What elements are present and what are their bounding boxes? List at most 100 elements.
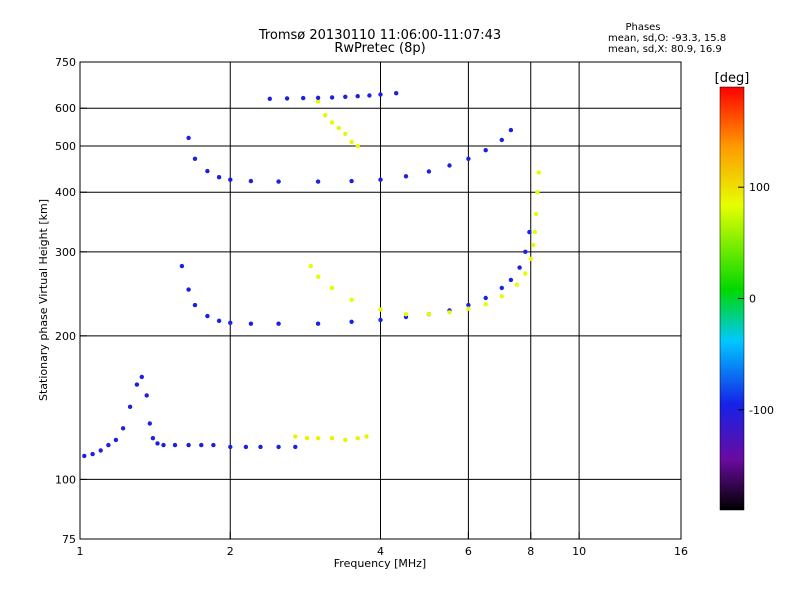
colorbar-tick-label: 100 <box>749 181 770 194</box>
data-point <box>349 178 354 184</box>
x-tick-label: 1 <box>77 545 84 558</box>
chart-title: Tromsø 20130110 11:06:00-11:07:43 <box>258 28 501 43</box>
data-point <box>228 177 233 182</box>
series-points <box>308 170 541 317</box>
data-point <box>329 285 335 291</box>
stats-line-o: mean, sd,O: -93.3, 15.8 <box>608 33 726 44</box>
x-tick-label: 16 <box>674 545 688 558</box>
data-point <box>403 174 409 179</box>
data-point <box>426 169 432 174</box>
data-point <box>139 374 144 380</box>
x-tick-label: 10 <box>572 545 586 558</box>
series-points <box>82 374 298 459</box>
data-point <box>499 285 504 291</box>
data-point <box>205 168 210 174</box>
data-point <box>144 393 149 398</box>
data-point <box>508 277 514 283</box>
data-point <box>127 404 133 409</box>
data-point <box>248 321 254 326</box>
data-point <box>315 436 321 441</box>
chart-subtitle: RwPretec (8p) <box>334 41 425 56</box>
data-point <box>106 442 111 448</box>
data-point <box>90 451 95 457</box>
data-point <box>378 177 383 182</box>
y-tick-label: 100 <box>55 473 76 486</box>
x-tick-label: 8 <box>527 545 534 558</box>
data-point <box>483 295 488 301</box>
data-point <box>267 96 272 102</box>
data-point <box>523 271 528 276</box>
data-point <box>403 312 409 317</box>
data-point <box>536 170 541 175</box>
data-point <box>517 265 522 270</box>
data-point <box>466 302 471 308</box>
colorbar-tick-label: 0 <box>749 293 756 306</box>
data-point <box>186 442 191 448</box>
data-point <box>304 436 310 441</box>
grid-lines <box>80 62 681 539</box>
y-tick-label: 75 <box>62 533 76 546</box>
data-point <box>228 320 233 325</box>
data-point <box>343 131 348 137</box>
data-point <box>308 263 313 269</box>
data-point <box>483 302 488 307</box>
data-point <box>447 163 452 168</box>
data-point <box>315 99 321 104</box>
data-point <box>394 91 399 96</box>
data-point <box>155 441 160 446</box>
data-point <box>527 229 532 235</box>
data-point <box>199 442 204 448</box>
x-axis-label: Frequency [MHz] <box>334 557 426 570</box>
series-points <box>186 127 514 184</box>
data-point <box>466 306 471 311</box>
y-tick-label: 500 <box>55 140 76 153</box>
data-point <box>349 319 354 324</box>
data-point <box>315 321 321 326</box>
data-point <box>301 95 306 101</box>
data-point <box>248 178 254 184</box>
data-point <box>276 321 281 326</box>
data-point <box>315 179 321 184</box>
colorbar-label: [deg] <box>715 71 750 86</box>
y-axis-label: Stationary phase Virtual Height [km] <box>37 199 50 401</box>
data-point <box>378 92 383 97</box>
data-point <box>211 442 216 448</box>
data-point <box>186 287 191 292</box>
data-point <box>532 229 537 235</box>
data-point <box>147 421 152 426</box>
colorbar-tick-label: -100 <box>749 404 774 417</box>
data-point <box>531 242 536 248</box>
series-points <box>267 91 399 102</box>
data-point <box>293 444 298 450</box>
data-point <box>192 156 198 161</box>
data-point <box>228 444 233 450</box>
data-point <box>216 318 222 323</box>
series-points <box>179 229 532 326</box>
data-points <box>82 91 541 459</box>
data-point <box>367 93 372 98</box>
data-point <box>192 302 198 308</box>
axis-ticks: 1 2 4 6 8 10 16 75 100 200 300 400 500 600 750 <box>55 56 688 558</box>
y-tick-label: 600 <box>55 102 76 115</box>
y-tick-label: 750 <box>55 56 76 69</box>
data-point <box>293 434 298 439</box>
data-point <box>528 256 533 261</box>
data-point <box>447 310 452 315</box>
data-point <box>315 274 321 279</box>
series-points <box>293 434 369 443</box>
y-tick-label: 300 <box>55 246 76 259</box>
x-tick-label: 6 <box>465 545 472 558</box>
data-point <box>329 120 335 125</box>
data-point <box>378 317 383 323</box>
stats-heading: Phases <box>625 22 660 33</box>
data-point <box>150 436 156 441</box>
data-point <box>364 434 369 439</box>
data-point <box>483 148 488 153</box>
data-point <box>276 179 281 184</box>
x-tick-label: 4 <box>377 545 384 558</box>
data-point <box>186 135 191 141</box>
data-point <box>466 156 471 161</box>
data-point <box>343 437 348 443</box>
data-point <box>284 96 290 101</box>
colorbar-ticks: 100 0 -100 <box>738 181 774 417</box>
